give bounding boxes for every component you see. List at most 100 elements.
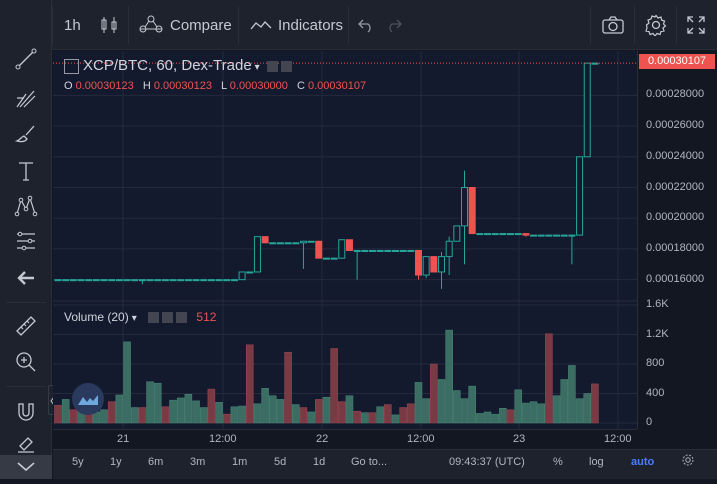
volume-bar (169, 399, 177, 424)
symbol-dropdown-icon[interactable]: ▾ (254, 62, 260, 73)
candle (154, 279, 162, 282)
candle-body (414, 249, 422, 276)
candle (276, 242, 284, 245)
range-1m[interactable]: 1m (232, 456, 248, 468)
redo-icon[interactable] (386, 0, 402, 50)
indicators-button[interactable]: Indicators (250, 0, 343, 50)
candle (414, 249, 422, 280)
log-toggle[interactable]: log (589, 456, 604, 468)
trend-line-icon[interactable] (10, 43, 42, 75)
settings-gear-small-icon[interactable] (681, 453, 695, 470)
range-5d[interactable]: 5d (274, 456, 287, 468)
candle-body (138, 279, 146, 282)
symbol-legend[interactable]: XCP/BTC, 60, Dex-Trade ▾ (64, 57, 292, 74)
candle (591, 62, 599, 65)
candle-body (353, 249, 361, 252)
volume-close-icon[interactable] (176, 312, 188, 324)
auto-toggle[interactable]: auto (631, 456, 655, 468)
volume-bar (476, 413, 484, 424)
top-toolbar: 1h Compare Indicators (0, 0, 717, 50)
camera-icon[interactable] (602, 0, 624, 50)
pitchfork-icon[interactable] (10, 82, 42, 114)
price-axis[interactable]: 0.00028000 0.00026000 0.00024000 0.00022000… (637, 51, 717, 429)
tradingview-logo-icon[interactable] (72, 383, 104, 415)
candle (292, 242, 300, 245)
brush-icon[interactable] (10, 117, 42, 149)
candle-body (115, 279, 123, 282)
volume-bar (222, 413, 231, 424)
volume-settings-icon[interactable] (162, 312, 174, 324)
candle (568, 234, 576, 265)
price-volume-chart[interactable] (53, 51, 637, 429)
candle-body (338, 239, 346, 259)
candle-body (491, 233, 499, 236)
candle (131, 279, 139, 282)
candle-body (553, 234, 561, 237)
range-5y[interactable]: 5y (72, 456, 84, 468)
eye-icon[interactable] (266, 60, 278, 72)
range-1y[interactable]: 1y (110, 456, 122, 468)
candle (560, 234, 568, 237)
compare-button[interactable]: Compare (138, 0, 232, 50)
time-axis[interactable]: 21 12:00 22 12:00 23 12:00 (53, 429, 637, 449)
goto-button[interactable]: Go to... (351, 456, 388, 468)
candle-body (207, 279, 215, 282)
volume-tick-label: 1.6K (646, 298, 669, 310)
settings-gear-icon[interactable] (645, 0, 667, 50)
range-6m[interactable]: 6m (148, 456, 164, 468)
volume-bar (322, 396, 331, 424)
candle (368, 249, 376, 252)
clock-readout[interactable]: 09:43:37 (UTC) (449, 456, 525, 468)
candle-body (108, 279, 116, 282)
range-3m[interactable]: 3m (190, 456, 206, 468)
candles-icon[interactable] (100, 0, 118, 50)
arrow-left-icon[interactable] (10, 262, 42, 294)
toolbar-expand-button[interactable] (0, 455, 52, 479)
volume-bar (115, 394, 124, 424)
candle-body (438, 256, 445, 273)
lock-drawings-icon[interactable] (10, 428, 42, 460)
volume-eye-icon[interactable] (148, 312, 160, 324)
text-tool-icon[interactable] (10, 155, 42, 187)
candle (100, 279, 108, 282)
candle-body (530, 234, 538, 237)
magnet-icon[interactable] (10, 396, 42, 428)
volume-tick-label: 800 (646, 357, 665, 369)
candle-body (453, 225, 461, 242)
volume-bar (192, 400, 200, 424)
percent-toggle[interactable]: % (553, 456, 563, 468)
price-tick-label: 0.00018000 (646, 241, 705, 254)
candle (583, 62, 591, 158)
zoom-in-icon[interactable] (10, 346, 42, 378)
ruler-icon[interactable] (10, 310, 42, 342)
candle-body (514, 233, 522, 236)
volume-value: 512 (196, 310, 217, 324)
volume-bar (138, 407, 147, 424)
settings-small-icon[interactable] (280, 60, 292, 72)
candle-body (422, 256, 430, 276)
range-1d[interactable]: 1d (313, 456, 326, 468)
candle (445, 236, 453, 276)
fullscreen-icon[interactable] (686, 0, 706, 50)
volume-bar (54, 405, 62, 424)
volume-bar (384, 404, 392, 424)
volume-bar (537, 403, 545, 424)
undo-icon[interactable] (358, 0, 374, 50)
candle (484, 233, 492, 236)
candle-body (545, 234, 553, 237)
candle (330, 257, 338, 260)
volume-bar (153, 382, 162, 424)
candle-body (69, 279, 77, 282)
low-value: 0.00030000 (229, 80, 288, 92)
fib-retracement-icon[interactable] (10, 225, 42, 257)
volume-legend[interactable]: Volume (20) ▾ 512 (64, 310, 216, 324)
interval-button[interactable]: 1h (64, 0, 81, 50)
candle-body (131, 279, 139, 282)
chart-pane[interactable] (53, 51, 637, 429)
candle-body (54, 279, 62, 282)
volume-dropdown-icon[interactable]: ▾ (131, 313, 137, 324)
pattern-tool-icon[interactable] (10, 190, 42, 222)
indicators-label: Indicators (278, 16, 344, 34)
candle-body (591, 62, 599, 65)
candle-body (468, 187, 476, 235)
